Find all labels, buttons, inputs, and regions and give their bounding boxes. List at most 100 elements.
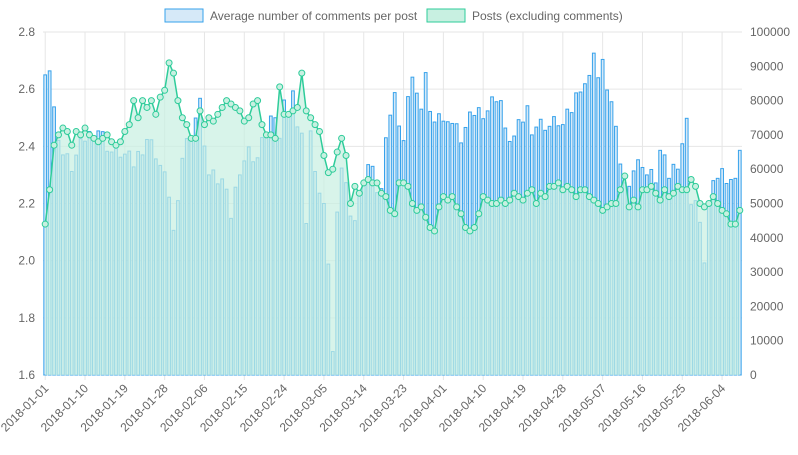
line-point (448, 193, 456, 201)
line-point (152, 110, 160, 118)
line-point (683, 186, 691, 194)
line-point (506, 196, 514, 204)
line-point (231, 103, 239, 111)
line-point (391, 210, 399, 218)
line-point (585, 193, 593, 201)
line-point (413, 206, 421, 214)
line-point (484, 196, 492, 204)
line-point (324, 169, 332, 177)
line-point (723, 210, 731, 218)
line-point (705, 200, 713, 207)
line-point (439, 193, 447, 201)
line-point (475, 210, 483, 218)
line-point (223, 97, 231, 105)
line-point (165, 59, 173, 67)
line-point (470, 224, 478, 232)
y-right-tick-label: 90000 (750, 59, 784, 73)
y-left-tick-label: 2.6 (18, 82, 35, 96)
y-right-tick-label: 50000 (750, 197, 784, 211)
line-point (515, 193, 523, 201)
line-point (103, 131, 111, 139)
line-point (254, 97, 262, 105)
line-point (245, 114, 253, 122)
line-point (714, 200, 722, 207)
line-point (355, 189, 363, 197)
y-axis-left: 1.6 1.8 2.0 2.2 2.4 2.6 2.8 (18, 25, 35, 382)
line-point (276, 83, 284, 91)
line-point (170, 69, 178, 77)
line-point (736, 206, 744, 214)
line-point (616, 186, 624, 194)
line-point (461, 224, 469, 232)
line-point (50, 141, 58, 149)
line-point (68, 141, 76, 149)
line-point (417, 203, 425, 211)
line-point (603, 203, 611, 211)
line-point (81, 124, 89, 132)
line-point (630, 196, 638, 204)
line-point (196, 107, 204, 115)
line-point (377, 189, 385, 197)
line-point (94, 138, 102, 146)
y-right-tick-label: 10000 (750, 334, 784, 348)
line-point (700, 203, 708, 211)
line-point (373, 179, 381, 187)
line-point (342, 151, 350, 159)
line-point (400, 179, 408, 187)
legend-swatch-comments (164, 8, 204, 23)
line-point (161, 86, 169, 94)
y-right-tick-label: 70000 (750, 128, 784, 142)
y-left-tick-label: 1.8 (18, 311, 35, 325)
line-point (408, 200, 416, 207)
line-point (41, 220, 49, 228)
x-axis: 2018-01-012018-01-102018-01-192018-01-28… (0, 381, 728, 435)
line-point (572, 193, 580, 201)
line-point (329, 165, 337, 173)
line-point (364, 175, 372, 183)
line-point (178, 114, 186, 122)
legend-label-posts: Posts (excluding comments) (472, 9, 623, 23)
line-point (709, 193, 717, 201)
line-point (338, 134, 346, 142)
line-point (559, 186, 567, 194)
legend: Average number of comments per post Post… (164, 8, 623, 23)
y-left-tick-label: 2.8 (18, 25, 35, 39)
line-point (554, 179, 562, 187)
line-point (298, 69, 306, 77)
line-point (661, 186, 669, 194)
line-point (240, 117, 248, 125)
line-point (532, 200, 540, 207)
line-point (599, 206, 607, 214)
line-point (466, 227, 474, 235)
line-point (200, 121, 208, 129)
line-point (696, 200, 704, 207)
line-point (311, 121, 319, 129)
line-point (718, 206, 726, 214)
line-point (236, 107, 244, 115)
line-point (479, 193, 487, 201)
legend-item-posts[interactable]: Posts (excluding comments) (426, 8, 623, 23)
line-point (108, 138, 116, 146)
line-point (209, 117, 217, 125)
y-left-tick-label: 2.2 (18, 197, 35, 211)
y-axis-right: 0 10000 20000 30000 40000 50000 60000 70000 8000… (750, 25, 790, 382)
line-point (116, 138, 124, 146)
line-point (382, 193, 390, 201)
line-point (510, 189, 518, 197)
line-point (121, 127, 129, 135)
line-point (435, 203, 443, 211)
line-point (581, 186, 589, 194)
y-right-tick-label: 40000 (750, 231, 784, 245)
line-point (147, 97, 155, 105)
line-point (568, 186, 576, 194)
line-point (285, 110, 293, 118)
line-point (63, 127, 71, 135)
line-point (652, 189, 660, 197)
line-point (130, 97, 138, 105)
line-point (46, 186, 54, 194)
line-point (621, 172, 629, 180)
line-point (612, 200, 620, 207)
line-point (625, 203, 633, 211)
line-point (205, 114, 213, 122)
legend-item-comments[interactable]: Average number of comments per post (164, 8, 418, 23)
